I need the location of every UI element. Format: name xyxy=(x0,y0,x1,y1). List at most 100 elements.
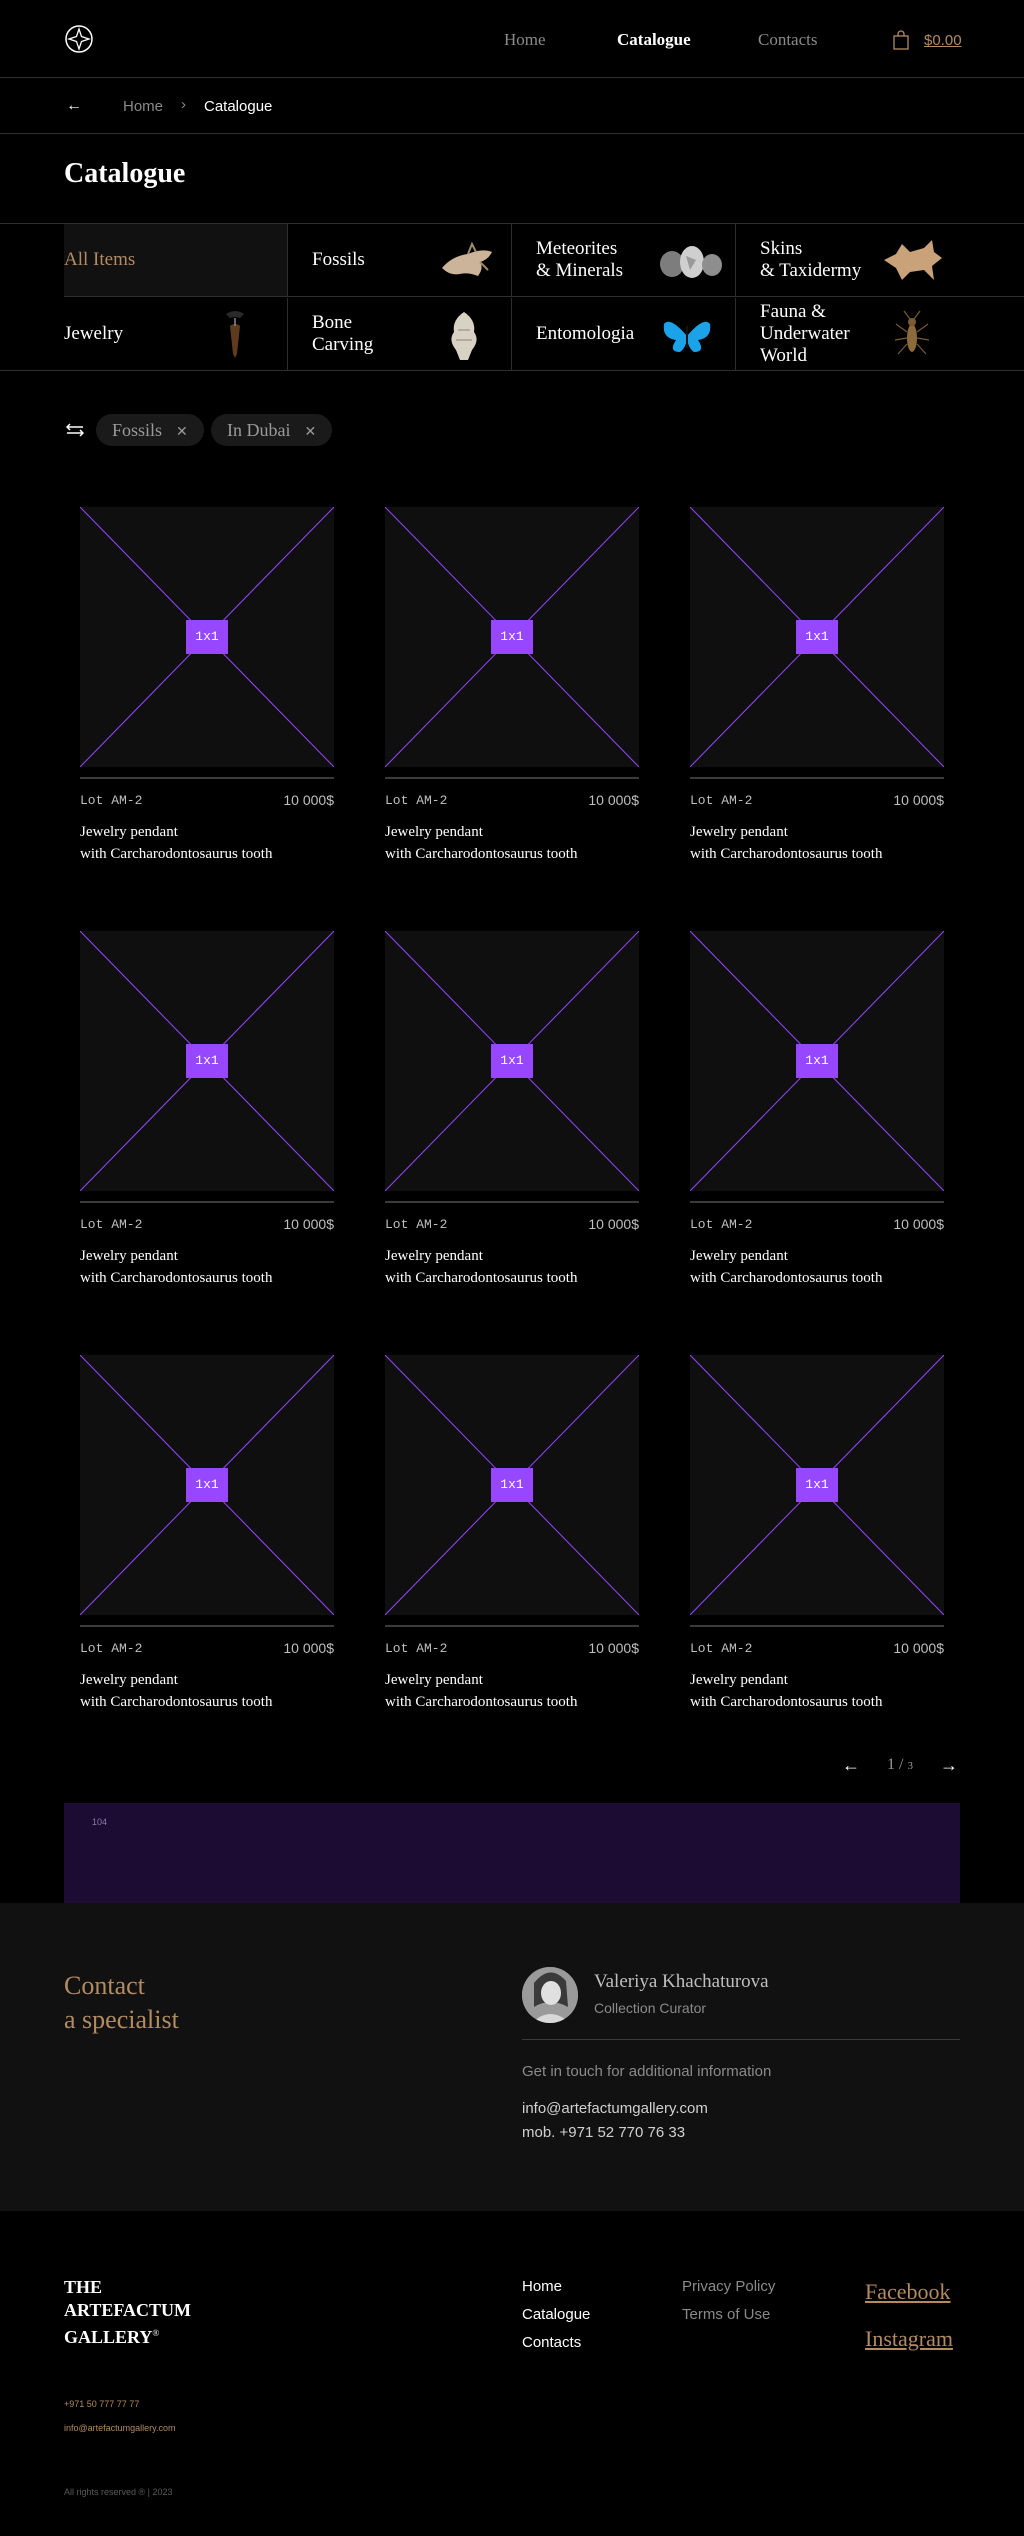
product-price: 10 000$ xyxy=(588,792,639,808)
product-name[interactable]: Jewelry pendant with Carcharodontosaurus … xyxy=(80,1245,272,1289)
product-card[interactable]: 1x1 Lot AM-2 10 000$ Jewelry pendant with Ca… xyxy=(385,1355,639,1725)
placeholder-ratio-badge: 1x1 xyxy=(491,1044,533,1078)
category-jewelry[interactable]: Jewelry xyxy=(0,298,288,371)
contact-email-link[interactable]: info@artefactumgallery.com xyxy=(522,2100,708,2117)
product-price: 10 000$ xyxy=(283,1640,334,1656)
product-card[interactable]: 1x1 Lot AM-2 10 000$ Jewelry pendant with Ca… xyxy=(690,1355,944,1725)
filter-chip-label: In Dubai xyxy=(227,420,291,440)
category-fauna-underwater-world[interactable]: Fauna & Underwater World xyxy=(736,298,1024,371)
product-name-line: with Carcharodontosaurus tooth xyxy=(690,846,883,862)
product-name-line: Jewelry pendant xyxy=(690,1672,788,1688)
product-card[interactable]: 1x1 Lot AM-2 10 000$ Jewelry pendant with Ca… xyxy=(385,931,639,1301)
contact-mobile-link[interactable]: mob. +971 52 770 76 33 xyxy=(522,2124,686,2141)
product-name[interactable]: Jewelry pendant with Carcharodontosaurus … xyxy=(80,821,272,865)
contact-info-text: Get in touch for additional information xyxy=(522,2063,772,2080)
category-skins-taxidermy[interactable]: Skins & Taxidermy xyxy=(736,224,1024,297)
product-price: 10 000$ xyxy=(588,1216,639,1232)
product-name-line: with Carcharodontosaurus tooth xyxy=(80,846,273,862)
curator-role: Collection Curator xyxy=(594,2000,707,2016)
breadcrumb-home[interactable]: Home xyxy=(123,98,164,115)
footer-instagram-link[interactable]: Instagram xyxy=(865,2326,953,2351)
shopping-bag-icon[interactable] xyxy=(893,30,909,50)
logo-icon[interactable] xyxy=(64,24,94,54)
placeholder-ratio-badge: 1x1 xyxy=(186,1044,228,1078)
category-label: Meteorites & Minerals xyxy=(536,238,624,281)
brand-line: ARTEFACTUM xyxy=(64,2300,192,2320)
product-name-line: with Carcharodontosaurus tooth xyxy=(385,1270,578,1286)
product-card[interactable]: 1x1 Lot AM-2 10 000$ Jewelry pendant with Ca… xyxy=(690,931,944,1301)
footer-nav-contacts[interactable]: Contacts xyxy=(522,2334,582,2351)
cart-total[interactable]: $0.00 xyxy=(924,32,962,49)
category-meteorites-minerals[interactable]: Meteorites & Minerals xyxy=(512,224,736,297)
filter-sliders-icon[interactable] xyxy=(66,422,84,438)
product-card[interactable]: 1x1 Lot AM-2 10 000$ Jewelry pendant with Ca… xyxy=(690,507,944,877)
divider xyxy=(522,2039,960,2040)
copyright-text: All rights reserved ® | 2023 xyxy=(64,2487,173,2497)
banner-placeholder: 104 xyxy=(64,1803,960,1903)
placeholder-ratio-badge: 1x1 xyxy=(491,620,533,654)
brand-line: GALLERY xyxy=(64,2327,153,2347)
avatar xyxy=(522,1967,578,2023)
product-lot: Lot AM-2 xyxy=(690,1641,753,1656)
product-price: 10 000$ xyxy=(893,1216,944,1232)
category-all-items[interactable]: All Items xyxy=(64,224,288,297)
product-card[interactable]: 1x1 Lot AM-2 10 000$ Jewelry pendant with Ca… xyxy=(80,507,334,877)
category-label: Jewelry xyxy=(64,323,124,344)
product-price: 10 000$ xyxy=(283,1216,334,1232)
category-label: Fossils xyxy=(312,249,365,270)
breadcrumb: ← Home › Catalogue xyxy=(0,79,1024,134)
nav-contacts[interactable]: Contacts xyxy=(758,30,818,49)
product-lot: Lot AM-2 xyxy=(80,1641,143,1656)
divider xyxy=(80,1625,334,1627)
product-name[interactable]: Jewelry pendant with Carcharodontosaurus … xyxy=(690,821,882,865)
placeholder-ratio-badge: 1x1 xyxy=(796,1044,838,1078)
product-lot: Lot AM-2 xyxy=(690,1217,753,1232)
product-image-placeholder: 1x1 xyxy=(385,507,639,767)
close-icon[interactable]: ✕ xyxy=(176,424,188,440)
product-price: 10 000$ xyxy=(283,792,334,808)
brand-line: THE xyxy=(64,2277,103,2297)
pagination-next-arrow-icon[interactable]: → xyxy=(940,1755,958,1775)
footer-nav-home[interactable]: Home xyxy=(522,2278,563,2295)
product-name-line: Jewelry pendant xyxy=(385,1248,483,1264)
footer-privacy-policy[interactable]: Privacy Policy xyxy=(682,2278,776,2295)
footer-email[interactable]: info@artefactumgallery.com xyxy=(64,2423,176,2433)
meteorite-stones-icon xyxy=(660,246,722,278)
nav-home[interactable]: Home xyxy=(504,30,546,49)
footer-facebook-link[interactable]: Facebook xyxy=(865,2279,951,2304)
pagination-prev-arrow-icon[interactable]: ← xyxy=(842,1755,860,1775)
contact-title-line: Contact xyxy=(64,1971,145,2000)
footer-terms-of-use[interactable]: Terms of Use xyxy=(682,2306,771,2323)
category-bone-carving[interactable]: Bone Carving xyxy=(288,298,512,371)
product-card[interactable]: 1x1 Lot AM-2 10 000$ Jewelry pendant with Ca… xyxy=(80,931,334,1301)
product-name-line: Jewelry pendant xyxy=(80,824,178,840)
category-label: Skins & Taxidermy xyxy=(760,238,862,281)
product-image-placeholder: 1x1 xyxy=(385,1355,639,1615)
category-entomologia[interactable]: Entomologia xyxy=(512,298,736,371)
product-name[interactable]: Jewelry pendant with Carcharodontosaurus … xyxy=(80,1669,272,1713)
close-icon[interactable]: ✕ xyxy=(304,424,317,440)
product-name[interactable]: Jewelry pendant with Carcharodontosaurus … xyxy=(385,821,577,865)
product-name-line: Jewelry pendant xyxy=(690,1248,788,1264)
contact-title-line: a specialist xyxy=(64,2005,179,2034)
animal-skin-icon xyxy=(884,240,942,280)
nav-catalogue[interactable]: Catalogue xyxy=(617,30,691,49)
back-arrow-icon[interactable]: ← xyxy=(66,97,82,114)
product-card[interactable]: 1x1 Lot AM-2 10 000$ Jewelry pendant with Ca… xyxy=(80,1355,334,1725)
product-name[interactable]: Jewelry pendant with Carcharodontosaurus … xyxy=(385,1669,577,1713)
footer-phone[interactable]: +971 50 777 77 77 xyxy=(64,2399,140,2409)
category-fossils[interactable]: Fossils xyxy=(288,224,512,297)
product-name[interactable]: Jewelry pendant with Carcharodontosaurus … xyxy=(690,1245,882,1289)
filter-chip-in-dubai[interactable]: In Dubai ✕ xyxy=(211,414,333,446)
filter-chip-fossils[interactable]: Fossils ✕ xyxy=(96,414,204,446)
chevron-right-icon: › xyxy=(181,96,186,113)
footer-brand[interactable]: THE ARTEFACTUM GALLERY® xyxy=(64,2276,191,2349)
placeholder-ratio-badge: 1x1 xyxy=(796,620,838,654)
product-name[interactable]: Jewelry pendant with Carcharodontosaurus … xyxy=(385,1245,577,1289)
product-name-line: Jewelry pendant xyxy=(80,1248,178,1264)
contact-section: Contact a specialist Valeriya Khachaturo… xyxy=(0,1903,1024,2211)
divider xyxy=(385,1201,639,1203)
product-card[interactable]: 1x1 Lot AM-2 10 000$ Jewelry pendant with Ca… xyxy=(385,507,639,877)
footer-nav-catalogue[interactable]: Catalogue xyxy=(522,2306,591,2323)
product-name[interactable]: Jewelry pendant with Carcharodontosaurus … xyxy=(690,1669,882,1713)
